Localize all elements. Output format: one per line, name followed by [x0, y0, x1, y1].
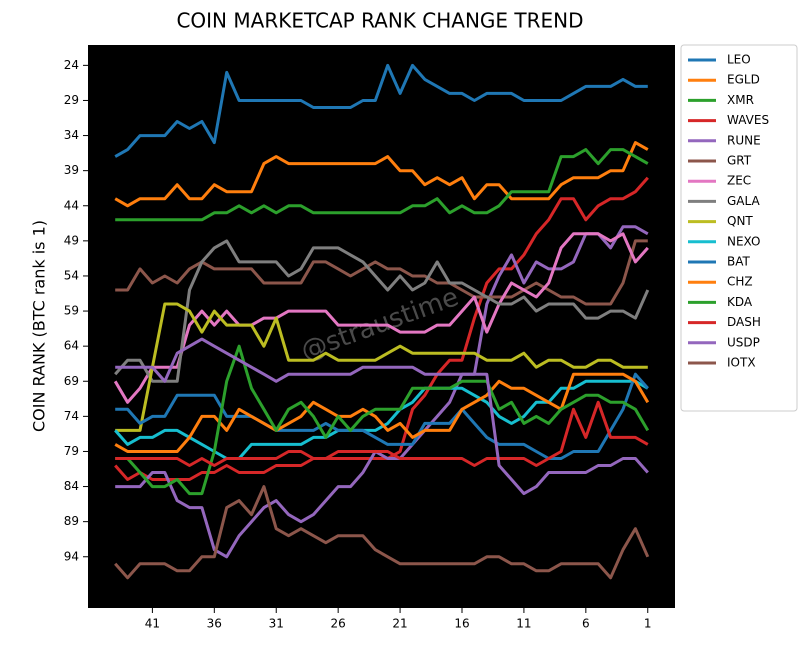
legend-label: GALA	[727, 194, 760, 208]
legend-label: KDA	[727, 295, 753, 309]
x-tick-label: 31	[269, 617, 284, 631]
y-tick-label: 89	[64, 514, 79, 528]
chart-title: COIN MARKETCAP RANK CHANGE TREND	[176, 9, 583, 33]
legend-label: GRT	[727, 154, 752, 168]
legend-label: EGLD	[727, 73, 760, 87]
legend-label: NEXO	[727, 234, 760, 248]
legend-box	[680, 44, 798, 412]
x-tick-label: 26	[331, 617, 346, 631]
x-tick-label: 1	[644, 617, 652, 631]
series-line	[114, 141, 649, 208]
x-tick-label: 36	[207, 617, 222, 631]
legend-label: XMR	[727, 93, 754, 107]
series-line	[115, 302, 648, 432]
legend-label: BAT	[727, 255, 751, 269]
y-tick-label: 44	[64, 198, 79, 212]
series-line	[115, 225, 649, 559]
series-line	[115, 337, 649, 496]
y-tick-label: 29	[64, 93, 79, 107]
x-tick-label: 6	[582, 617, 590, 631]
legend-label: CHZ	[727, 275, 753, 289]
y-axis-label: COIN RANK (BTC rank is 1)	[30, 220, 49, 432]
legend-label: LEO	[727, 53, 751, 67]
series-line	[114, 63, 648, 158]
y-tick-label: 59	[64, 304, 79, 318]
y-tick-label: 79	[64, 444, 79, 458]
series-line	[114, 176, 649, 481]
series-line	[114, 379, 649, 460]
series-line	[114, 372, 650, 453]
y-tick-label: 64	[64, 339, 79, 353]
y-tick-label: 49	[64, 233, 79, 247]
legend-label: DASH	[727, 315, 761, 329]
series-line	[115, 344, 650, 496]
y-tick-label: 39	[64, 163, 79, 177]
series-line	[114, 485, 650, 580]
series-line	[115, 372, 649, 460]
y-tick-label: 24	[64, 58, 79, 72]
series-line	[115, 148, 649, 222]
series-line	[114, 239, 650, 383]
legend-label: ZEC	[727, 174, 751, 188]
legend-label: WAVES	[727, 113, 769, 127]
legend-label: USDP	[727, 335, 760, 349]
x-tick-label: 16	[454, 617, 469, 631]
x-tick-label: 11	[516, 617, 531, 631]
y-tick-label: 69	[64, 374, 79, 388]
x-tick-label: 21	[392, 617, 407, 631]
series-line	[113, 232, 649, 404]
y-tick-label: 84	[64, 479, 79, 493]
series-line	[115, 239, 648, 306]
legend-label: QNT	[727, 214, 753, 228]
x-tick-label: 41	[145, 617, 160, 631]
series-line	[115, 400, 649, 467]
legend-label: RUNE	[727, 133, 761, 147]
y-tick-label: 74	[64, 409, 79, 423]
y-tick-label: 34	[64, 128, 79, 142]
y-tick-label: 94	[64, 549, 79, 563]
y-tick-label: 54	[64, 268, 79, 282]
legend-label: IOTX	[727, 356, 756, 370]
